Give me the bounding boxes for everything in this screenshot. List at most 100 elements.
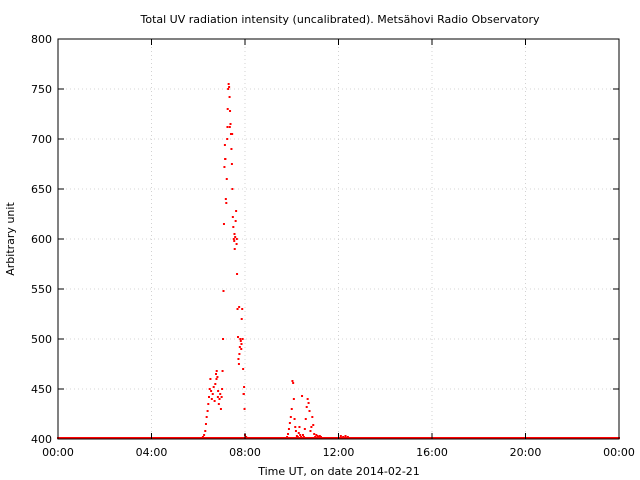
data-point xyxy=(238,306,241,308)
data-point xyxy=(230,163,233,165)
data-point xyxy=(240,318,243,320)
data-point xyxy=(298,426,301,428)
data-point xyxy=(231,133,234,135)
y-tick-label: 700 xyxy=(31,133,52,146)
data-point xyxy=(238,346,241,348)
x-tick-label: 16:00 xyxy=(416,446,448,459)
x-tick-label: 04:00 xyxy=(136,446,168,459)
data-points xyxy=(57,83,620,439)
data-point xyxy=(287,433,290,435)
y-tick-label: 750 xyxy=(31,83,52,96)
data-point xyxy=(307,402,310,404)
data-point xyxy=(302,436,305,438)
data-point xyxy=(294,430,297,432)
data-point xyxy=(286,436,289,438)
data-point xyxy=(217,403,220,405)
data-point xyxy=(227,83,230,85)
data-point xyxy=(228,96,231,98)
data-point xyxy=(242,368,245,370)
data-point xyxy=(234,236,237,238)
axis-tick-labels: 400 450 500 550 600 650 700 750 800 00:00 04:00 08:… xyxy=(31,33,635,459)
data-point xyxy=(296,436,299,438)
data-point xyxy=(237,363,240,365)
data-point xyxy=(203,434,206,436)
data-point xyxy=(242,393,245,395)
data-point xyxy=(233,240,236,242)
data-point xyxy=(237,358,240,360)
data-point xyxy=(240,348,243,350)
x-tick-label: 20:00 xyxy=(510,446,542,459)
y-tick-label: 600 xyxy=(31,233,52,246)
data-point xyxy=(208,388,211,390)
data-point xyxy=(205,416,208,418)
data-point xyxy=(225,202,228,204)
data-point xyxy=(228,126,231,128)
data-point xyxy=(204,423,207,425)
data-point xyxy=(221,370,224,372)
data-point xyxy=(215,378,218,380)
data-point xyxy=(230,148,233,150)
data-point xyxy=(218,398,221,400)
y-tick-label: 500 xyxy=(31,333,52,346)
data-point xyxy=(236,336,239,338)
grid xyxy=(58,39,619,439)
data-point xyxy=(239,338,242,340)
y-tick-label: 650 xyxy=(31,183,52,196)
data-point xyxy=(291,380,294,382)
data-point xyxy=(226,126,229,128)
data-point xyxy=(292,398,295,400)
data-point xyxy=(318,435,321,437)
x-axis-label: Time UT, on date 2014-02-21 xyxy=(257,465,420,478)
data-point xyxy=(344,435,347,437)
data-point xyxy=(209,378,212,380)
data-point xyxy=(232,226,235,228)
data-point xyxy=(240,343,243,345)
data-point xyxy=(315,434,318,436)
data-point xyxy=(229,133,232,135)
chart-title: Total UV radiation intensity (uncalibrat… xyxy=(140,13,540,26)
data-point xyxy=(231,188,234,190)
data-point xyxy=(210,398,213,400)
data-point xyxy=(239,340,242,342)
data-point xyxy=(229,110,232,112)
data-point xyxy=(226,108,229,110)
x-tick-label: 00:00 xyxy=(603,446,635,459)
data-point xyxy=(243,408,246,410)
data-point xyxy=(303,428,306,430)
data-point xyxy=(235,210,238,212)
x-tick-label: 08:00 xyxy=(229,446,261,459)
y-tick-label: 550 xyxy=(31,283,52,296)
data-point xyxy=(287,428,290,430)
data-point xyxy=(226,138,229,140)
y-tick-label: 800 xyxy=(31,33,52,46)
data-point xyxy=(215,370,218,372)
data-point xyxy=(219,408,222,410)
data-point xyxy=(299,434,302,436)
data-point xyxy=(300,436,303,438)
data-point xyxy=(229,123,232,125)
data-point xyxy=(236,308,239,310)
data-point xyxy=(238,353,241,355)
data-point xyxy=(290,408,293,410)
data-point xyxy=(297,432,300,434)
data-point xyxy=(231,216,234,218)
data-point xyxy=(210,390,213,392)
data-point xyxy=(311,416,314,418)
data-point xyxy=(293,418,296,420)
data-point xyxy=(310,426,313,428)
x-tick-label: 00:00 xyxy=(42,446,74,459)
y-axis-label: Arbitrary unit xyxy=(4,202,17,276)
data-point xyxy=(214,383,217,385)
data-point xyxy=(317,436,320,438)
data-point xyxy=(207,403,210,405)
data-point xyxy=(309,430,312,432)
data-point xyxy=(301,434,304,436)
data-point xyxy=(233,233,236,235)
data-point xyxy=(312,424,315,426)
data-point xyxy=(306,398,309,400)
data-point xyxy=(301,395,304,397)
x-tick-label: 12:00 xyxy=(323,446,355,459)
data-point xyxy=(243,386,246,388)
data-point xyxy=(305,406,308,408)
